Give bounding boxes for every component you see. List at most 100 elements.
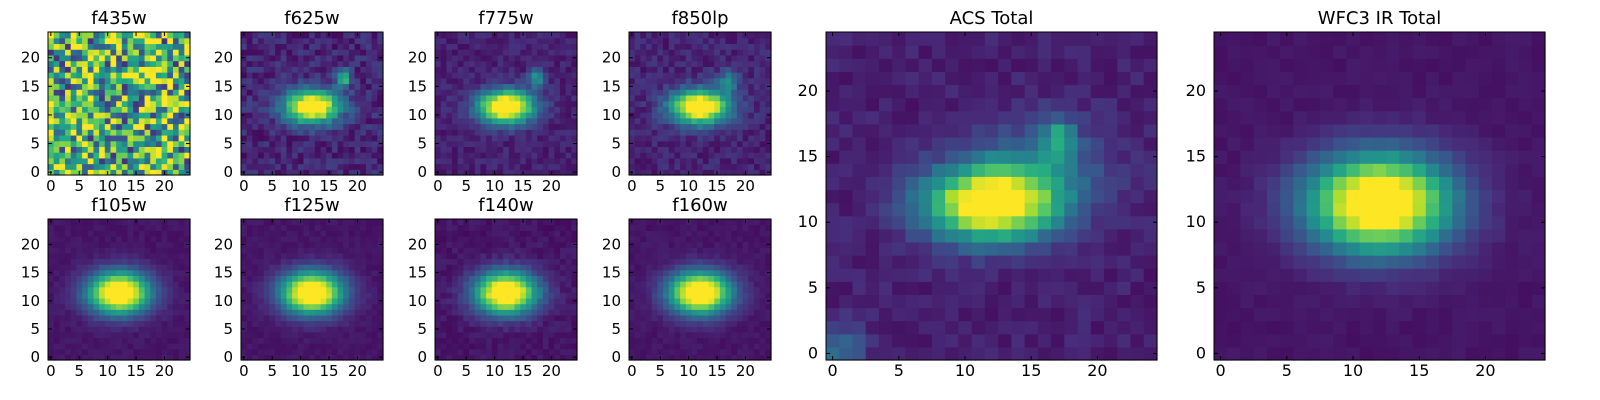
heatmap-cell bbox=[554, 37, 561, 45]
heatmap-cell bbox=[343, 230, 350, 237]
heatmap-cell bbox=[303, 100, 310, 107]
heatmap-cell bbox=[104, 252, 112, 260]
heatmap-cell bbox=[121, 326, 129, 333]
heatmap-cell bbox=[246, 129, 253, 136]
heatmap-cell bbox=[435, 77, 442, 85]
heatmap-cell bbox=[116, 152, 123, 159]
heatmap-cell bbox=[525, 49, 533, 56]
heatmap-cell bbox=[657, 275, 664, 282]
heatmap-cell bbox=[497, 241, 504, 248]
heatmap-cell bbox=[155, 100, 163, 107]
heatmap-cell bbox=[542, 348, 550, 355]
heatmap-cell bbox=[241, 66, 248, 73]
heatmap-cell bbox=[161, 134, 168, 142]
heatmap-cell bbox=[565, 60, 572, 67]
heatmap-cell bbox=[252, 326, 259, 333]
heatmap-cell bbox=[110, 163, 117, 170]
heatmap-cell bbox=[440, 252, 447, 260]
heatmap-cell bbox=[48, 157, 55, 165]
heatmap-cell bbox=[497, 320, 504, 327]
heatmap-cell bbox=[446, 314, 453, 322]
heatmap-cell bbox=[469, 241, 476, 248]
heatmap-cell bbox=[354, 106, 361, 113]
heatmap-cell bbox=[53, 129, 60, 136]
heatmap-cell bbox=[691, 331, 698, 339]
heatmap-cell bbox=[497, 152, 504, 159]
heatmap-cell bbox=[371, 326, 378, 333]
heatmap-cell bbox=[104, 230, 112, 237]
heatmap-cell bbox=[725, 89, 732, 96]
heatmap-cell bbox=[337, 54, 344, 62]
y-tick-label: 10 bbox=[408, 292, 427, 310]
heatmap-cell bbox=[87, 152, 95, 159]
heatmap-cell bbox=[360, 112, 367, 119]
heatmap-cell bbox=[82, 230, 89, 237]
heatmap-cell bbox=[263, 169, 270, 176]
heatmap-cell bbox=[53, 169, 60, 176]
heatmap-cell bbox=[708, 140, 715, 147]
heatmap-cell bbox=[474, 309, 482, 316]
heatmap-cell bbox=[138, 89, 146, 96]
heatmap-cell bbox=[651, 297, 658, 305]
heatmap-cell bbox=[480, 230, 487, 237]
heatmap-cell bbox=[440, 326, 447, 333]
heatmap-cell bbox=[702, 32, 710, 39]
heatmap-cell bbox=[314, 100, 322, 107]
heatmap-cell bbox=[48, 163, 55, 170]
heatmap-cell bbox=[640, 269, 647, 276]
heatmap-cell bbox=[309, 157, 316, 165]
heatmap-cell bbox=[337, 163, 344, 170]
heatmap-cell bbox=[241, 224, 248, 231]
heatmap-cell bbox=[87, 247, 95, 254]
heatmap-cell bbox=[480, 224, 487, 231]
y-tick-label: 0 bbox=[30, 348, 40, 366]
heatmap-cell bbox=[303, 83, 310, 90]
heatmap-cell bbox=[435, 286, 442, 293]
heatmap-cell bbox=[731, 348, 738, 355]
heatmap-cell bbox=[629, 309, 636, 316]
heatmap-cell bbox=[121, 66, 129, 73]
heatmap-cell bbox=[452, 157, 459, 165]
heatmap-cell bbox=[457, 309, 464, 316]
heatmap-cell bbox=[629, 72, 636, 79]
heatmap-cell bbox=[668, 83, 676, 90]
heatmap-cell bbox=[629, 89, 636, 96]
heatmap-cell bbox=[348, 230, 356, 237]
heatmap-cell bbox=[337, 37, 344, 45]
heatmap-cell bbox=[59, 230, 66, 237]
heatmap-cell bbox=[680, 129, 687, 136]
heatmap-cell bbox=[559, 337, 567, 344]
heatmap-cell bbox=[76, 348, 83, 355]
heatmap-cell bbox=[104, 134, 112, 142]
heatmap-cell bbox=[651, 123, 658, 130]
heatmap-cell bbox=[155, 134, 163, 142]
heatmap-cell bbox=[337, 337, 344, 344]
heatmap-cell bbox=[463, 152, 470, 159]
heatmap-cell bbox=[172, 32, 180, 39]
heatmap-cell bbox=[76, 37, 83, 45]
heatmap-cell bbox=[680, 140, 687, 147]
heatmap-cell bbox=[503, 235, 510, 243]
heatmap-cell bbox=[269, 343, 276, 350]
heatmap-cell bbox=[326, 37, 333, 45]
heatmap-cell bbox=[252, 157, 259, 165]
heatmap-cell bbox=[531, 129, 538, 136]
heatmap-cell bbox=[491, 134, 499, 142]
heatmap-cell bbox=[348, 354, 356, 361]
heatmap-cell bbox=[167, 129, 174, 136]
heatmap-cell bbox=[70, 224, 77, 231]
heatmap-cell bbox=[343, 303, 350, 310]
heatmap-cell bbox=[542, 292, 550, 299]
heatmap-cell bbox=[53, 163, 60, 170]
heatmap-cell bbox=[93, 169, 100, 176]
heatmap-cell bbox=[736, 94, 744, 102]
heatmap-cell bbox=[571, 348, 578, 355]
heatmap-cell bbox=[674, 331, 681, 339]
heatmap-cell bbox=[252, 219, 259, 226]
heatmap-cell bbox=[343, 129, 350, 136]
heatmap-cell bbox=[759, 309, 766, 316]
heatmap-cell bbox=[542, 303, 550, 310]
heatmap-cell bbox=[70, 292, 77, 299]
heatmap-cell bbox=[629, 94, 636, 102]
